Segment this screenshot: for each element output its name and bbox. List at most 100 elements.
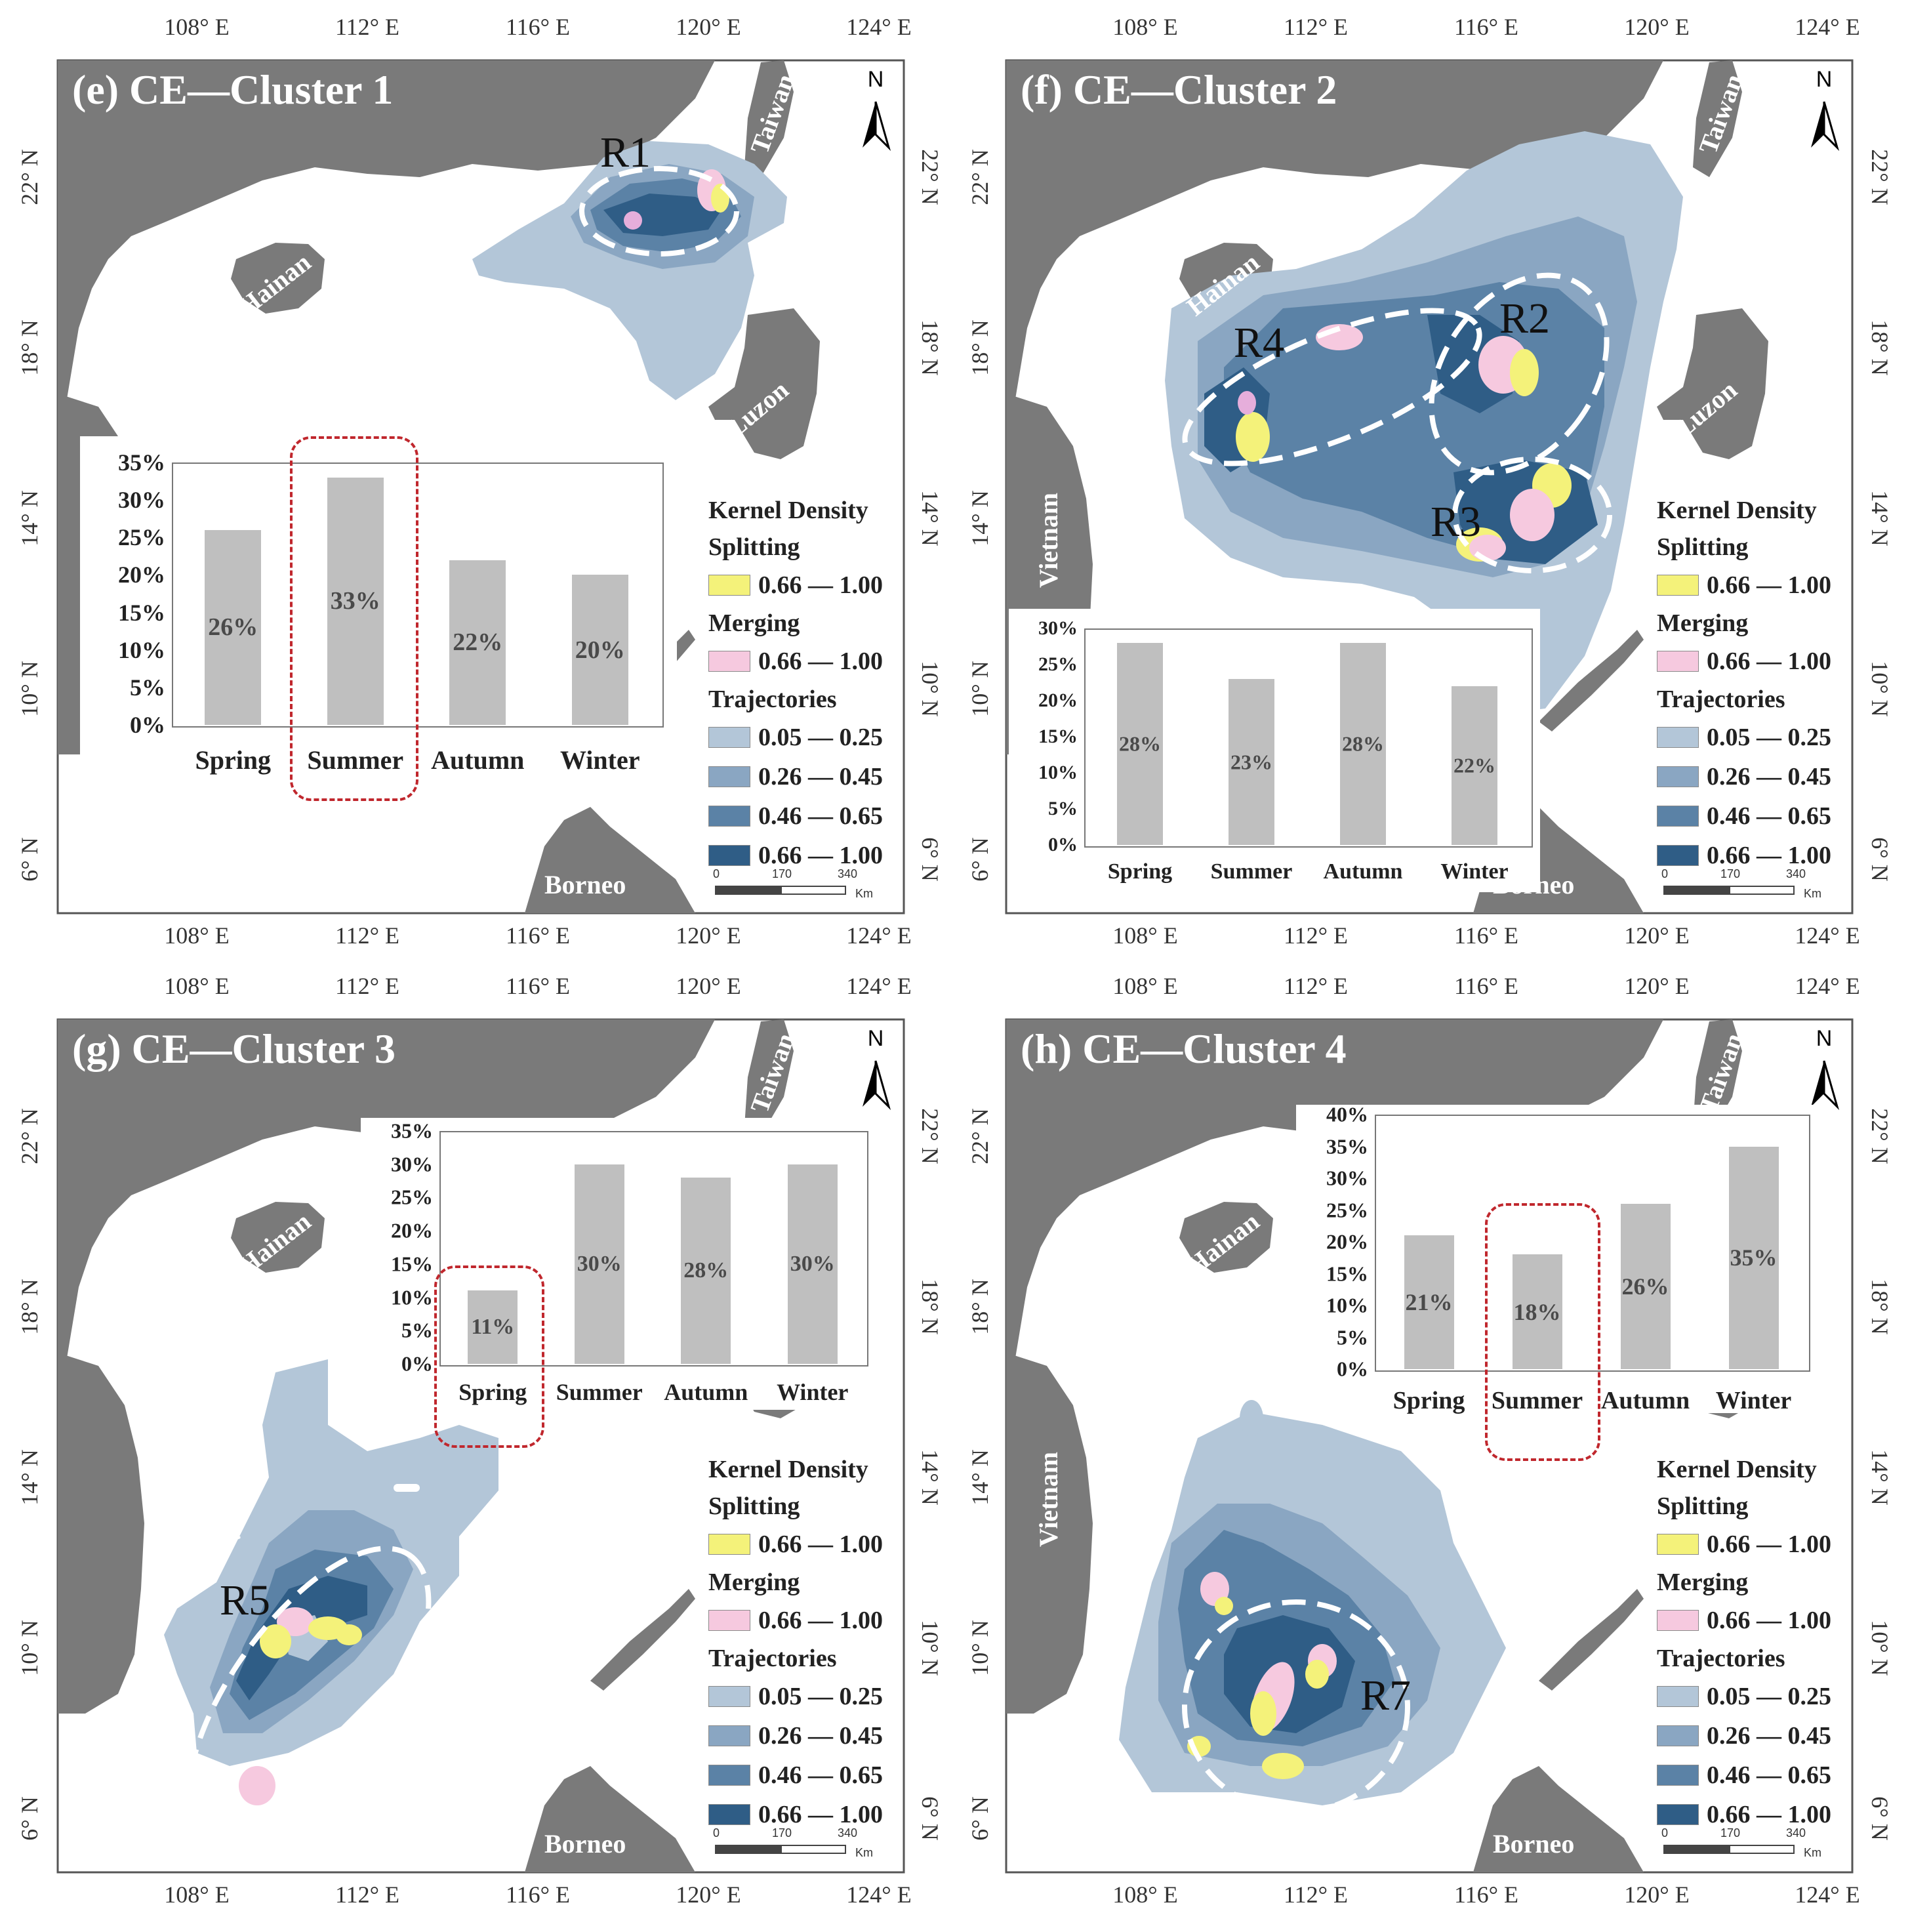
lat-tick-right: 6° N [917,1796,943,1841]
lon-tick-top: 116° E [505,973,571,999]
region-label-r1: R1 [600,129,651,176]
lon-tick-bottom: 120° E [1624,922,1690,949]
inset-chart: 0% 5% 10% 15% 20% 25% 30% 35% 40% 21% Spring 18% Sum… [1296,1103,1821,1461]
splitting-hotspot [336,1624,362,1645]
density-surface [164,1359,498,1855]
scale-unit: Km [1804,1846,1821,1859]
land-taiwan [744,60,794,177]
land-borneo [525,1766,695,1872]
bar-value-label: 20% [575,636,625,664]
legend-swatch-merging [1657,651,1699,672]
legend-row-splitting: 0.66 — 1.00 [708,565,883,605]
north-arrow: N [856,1026,895,1111]
y-tick-label: 10% [1326,1293,1368,1317]
north-label: N [867,67,884,92]
north-arrow-shape [1811,101,1840,152]
legend-splitting-label: Splitting [1657,533,1749,561]
y-tick-label: 35% [1326,1134,1368,1158]
lat-tick-right: 22° N [1867,149,1893,205]
legend-heading: Kernel Density [708,1456,868,1483]
splitting-hotspot [1510,349,1539,396]
x-category-label: Spring [1107,859,1173,884]
region-outline-r3 [1452,457,1612,573]
bar-value-label: 28% [1119,731,1161,756]
x-category-label: Summer [307,745,404,775]
y-tick-label: 10% [1038,762,1078,783]
legend-row-traj: 0.46 — 0.65 [708,1756,883,1795]
scale-bar: 0 170 340 Km [1661,867,1821,907]
bar-winter [571,575,628,725]
y-tick-label: 25% [391,1185,433,1209]
x-category-label: Winter [560,745,640,775]
region-outline-r7 [1182,1599,1410,1815]
legend-row-traj: 0.46 — 0.65 [708,796,883,836]
label-borneo: Borneo [544,1829,626,1859]
lon-tick-top: 124° E [846,973,912,999]
legend-row-traj: 0.46 — 0.65 [1657,796,1831,836]
lon-tick-top: 112° E [335,14,400,40]
legend-heading: Kernel Density [708,497,868,524]
panel-title: (e) CE—Cluster 1 [72,66,394,113]
lon-tick-top: 124° E [1795,14,1860,40]
legend-merging-label: Merging [1657,1569,1749,1596]
legend-swatch-traj [708,727,750,748]
north-label: N [1816,1026,1833,1051]
lon-tick-bottom: 120° E [676,1881,741,1908]
bar-autumn [681,1178,731,1364]
north-arrow-shape [1811,1060,1840,1111]
legend-swatch-splitting [1657,575,1699,596]
legend-range: 0.26 — 0.45 [1707,763,1831,791]
legend-swatch-traj [708,845,750,866]
lon-tick-top: 116° E [505,14,571,40]
label-vietnam: Vietnam [1034,1451,1064,1548]
lon-tick-bottom: 124° E [846,922,912,949]
legend-merging-label: Merging [1657,609,1749,637]
bar-value-label: 26% [1621,1273,1669,1300]
y-tick-label: 5% [130,674,165,701]
scale-tick: 0 [712,1826,720,1840]
legend-swatch-traj [1657,766,1699,787]
lat-tick-right: 10° N [917,661,943,717]
legend-row-merging: 0.66 — 1.00 [708,1601,883,1640]
lon-tick-bottom: 124° E [846,1881,912,1908]
scale-bar: 0 170 340 Km [713,867,873,907]
lat-tick-left: 18° N [16,319,43,376]
scale-segment [781,1845,846,1854]
merging-hotspot [1510,489,1554,541]
lon-tick-bottom: 112° E [1283,922,1349,949]
land-palawan [590,1589,695,1691]
legend-swatch-traj [708,766,750,787]
north-arrow: N [1804,1026,1844,1111]
legend-range: 0.46 — 0.65 [1707,802,1831,830]
lat-tick-right: 6° N [1867,1796,1893,1841]
y-tick-label: 10% [118,636,165,663]
lat-tick-left: 22° N [967,1108,993,1164]
scale-tick: 340 [1785,1826,1806,1840]
map-panel-cluster-4: 108° E 112° E 116° E 120° E 124° E 108° … [955,966,1910,1931]
legend-swatch-traj [1657,1725,1699,1746]
legend-trajectories-label: Trajectories [708,686,837,713]
bar-value-label: 28% [683,1258,729,1283]
label-vietnam: Vietnam [1034,492,1064,588]
bar-value-label: 26% [208,613,258,642]
lat-tick-left: 10° N [16,661,43,717]
lat-tick-left: 6° N [967,837,993,882]
lat-tick-right: 14° N [917,490,943,546]
lon-tick-bottom: 108° E [1112,922,1178,949]
legend-swatch-splitting [1657,1534,1699,1555]
legend-swatch-merging [708,651,750,672]
y-tick-label: 35% [391,1119,433,1143]
legend-range: 0.66 — 1.00 [1707,647,1831,675]
splitting-hotspot [1262,1753,1304,1779]
panel-title: (h) CE—Cluster 4 [1021,1025,1347,1072]
y-tick-label: 20% [1038,689,1078,711]
land-hainan [231,243,325,314]
bar-value-label: 11% [471,1315,515,1340]
y-tick-label: 15% [118,599,165,626]
lon-tick-top: 120° E [1624,973,1690,999]
legend-range: 0.66 — 1.00 [758,1801,883,1828]
legend-range: 0.46 — 0.65 [1707,1761,1831,1789]
lat-tick-left: 22° N [967,149,993,205]
label-borneo: Borneo [1493,1829,1575,1859]
lat-tick-right: 6° N [1867,837,1893,882]
